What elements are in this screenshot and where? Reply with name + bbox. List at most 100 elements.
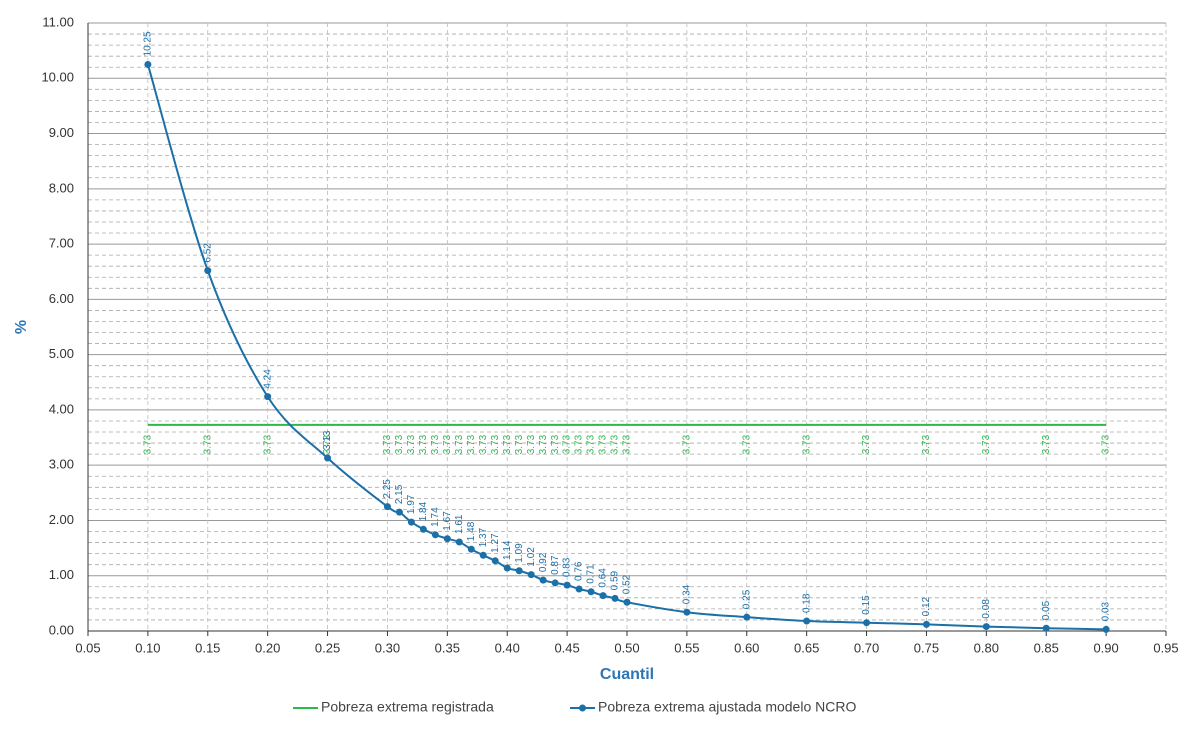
point (599, 592, 607, 600)
y-tick-label: 6.00 (49, 291, 74, 306)
y-tick-label: 0.00 (49, 622, 74, 637)
data-label: 3.73 (526, 434, 537, 454)
y-tick-label: 2.00 (49, 512, 74, 527)
data-label: 3.73 (598, 434, 609, 454)
data-label: 3.73 (418, 434, 429, 454)
data-label: 0.87 (550, 555, 561, 575)
y-axis-title: % (13, 320, 30, 334)
y-tick-label: 4.00 (49, 401, 74, 416)
data-label: 3.73 (143, 434, 154, 454)
data-label: 3.73 (741, 434, 752, 454)
point (743, 613, 751, 621)
point (467, 545, 475, 553)
data-label: 3.73 (981, 434, 992, 454)
point (407, 518, 415, 526)
data-label: 10.25 (143, 31, 154, 56)
data-label: 2.25 (382, 479, 393, 499)
point (551, 579, 559, 587)
data-label: 6.52 (202, 243, 213, 263)
point (1102, 625, 1110, 633)
data-label: 0.03 (1101, 601, 1112, 621)
y-tick-label: 7.00 (49, 236, 74, 251)
data-label: 3.73 (610, 434, 621, 454)
point (683, 608, 691, 616)
data-label: 0.08 (981, 599, 992, 619)
data-label: 3.73 (490, 434, 501, 454)
data-label: 1.02 (526, 547, 537, 567)
data-label: 1.09 (514, 543, 525, 563)
x-tick-label: 0.05 (75, 640, 100, 655)
x-tick-label: 0.55 (674, 640, 699, 655)
point (982, 623, 990, 631)
data-label: 3.73 (478, 434, 489, 454)
x-tick-label: 0.40 (495, 640, 520, 655)
point (1042, 624, 1050, 632)
data-label: 0.83 (562, 557, 573, 577)
point (611, 594, 619, 602)
x-tick-label: 0.95 (1153, 640, 1178, 655)
x-tick-label: 0.45 (554, 640, 579, 655)
data-label: 3.73 (454, 434, 465, 454)
y-tick-label: 1.00 (49, 567, 74, 582)
point (144, 60, 152, 68)
data-label: 0.71 (586, 564, 597, 584)
data-label: 3.73 (562, 434, 573, 454)
x-tick-label: 0.60 (734, 640, 759, 655)
data-label: 3.73 (262, 434, 273, 454)
data-label: 1.48 (466, 521, 477, 541)
x-tick-label: 0.50 (614, 640, 639, 655)
point (491, 557, 499, 565)
data-label: 3.73 (382, 434, 393, 454)
point (527, 571, 535, 579)
data-label: 0.05 (1041, 600, 1052, 620)
x-tick-label: 0.70 (854, 640, 879, 655)
point (503, 564, 511, 572)
data-label: 3.73 (801, 434, 812, 454)
x-tick-label: 0.85 (1034, 640, 1059, 655)
data-label: 1.97 (406, 494, 417, 514)
data-label: 1.14 (502, 540, 513, 560)
legend-label: Pobreza extrema ajustada modelo NCRO (598, 699, 856, 715)
x-tick-label: 0.75 (914, 640, 939, 655)
point (204, 267, 212, 275)
data-label: 0.25 (741, 589, 752, 609)
y-tick-label: 10.00 (41, 70, 74, 85)
data-label: 3.73 (322, 434, 333, 454)
data-label: 0.12 (921, 596, 932, 616)
data-label: 0.34 (682, 584, 693, 604)
data-label: 3.73 (574, 434, 585, 454)
data-label: 3.73 (550, 434, 561, 454)
x-tick-label: 0.25 (315, 640, 340, 655)
legend-label: Pobreza extrema registrada (321, 699, 494, 715)
y-tick-label: 5.00 (49, 346, 74, 361)
data-label: 0.92 (538, 552, 549, 572)
y-tick-label: 3.00 (49, 457, 74, 472)
data-label: 3.73 (538, 434, 549, 454)
data-label: 3.73 (430, 434, 441, 454)
x-tick-label: 0.15 (195, 640, 220, 655)
data-label: 0.59 (610, 570, 621, 590)
point (264, 393, 272, 401)
point (383, 503, 391, 511)
data-label: 0.15 (861, 595, 872, 615)
point (539, 576, 547, 584)
point (575, 585, 583, 593)
data-label: 1.61 (454, 514, 465, 534)
data-label: 1.74 (430, 507, 441, 527)
y-tick-label: 8.00 (49, 180, 74, 195)
legend-marker (579, 704, 586, 712)
point (587, 588, 595, 596)
x-tick-label: 0.30 (375, 640, 400, 655)
data-label: 1.37 (478, 527, 489, 547)
data-label: 1.67 (442, 511, 453, 531)
data-label: 1.84 (418, 501, 429, 521)
data-label: 3.13 (322, 430, 333, 450)
data-label: 3.73 (442, 434, 453, 454)
x-tick-label: 0.80 (974, 640, 999, 655)
point (563, 581, 571, 589)
data-label: 0.64 (598, 568, 609, 588)
data-label: 3.73 (502, 434, 513, 454)
point (922, 620, 930, 628)
data-label: 3.73 (514, 434, 525, 454)
